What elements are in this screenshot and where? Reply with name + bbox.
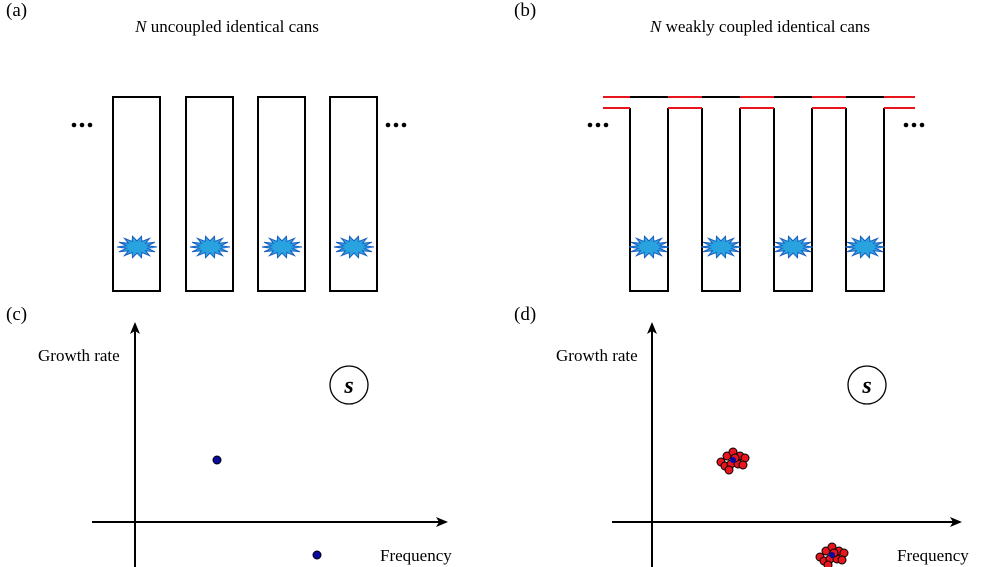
panel-label: (d) <box>514 304 536 325</box>
symbol-circle <box>847 365 887 405</box>
eigenvalue <box>724 465 734 475</box>
symbol-circle <box>329 365 369 405</box>
x-axis-label: Frequency <box>897 546 969 565</box>
panel-label: (c) <box>6 304 27 325</box>
panel-label: (a) <box>6 0 27 21</box>
title-var: N <box>649 17 663 36</box>
eigenvalue <box>730 457 736 463</box>
ellipsis-dot <box>911 122 917 128</box>
panel-label: (b) <box>514 0 536 21</box>
can <box>701 108 741 292</box>
ellipsis-dot <box>903 122 909 128</box>
eigenvalue <box>212 455 222 465</box>
ellipsis-dot <box>87 122 93 128</box>
symbol: s <box>343 373 353 399</box>
eigenvalue <box>829 552 835 558</box>
ellipsis-dot <box>603 122 609 128</box>
flame <box>333 235 375 259</box>
ellipsis-dot <box>595 122 601 128</box>
can <box>845 108 885 292</box>
title-text: weakly coupled identical cans <box>666 17 870 36</box>
flame <box>189 235 231 259</box>
can <box>257 96 306 292</box>
symbol: s <box>861 373 871 399</box>
ellipsis-dot <box>71 122 77 128</box>
title-text: uncoupled identical cans <box>151 17 319 36</box>
flame <box>700 235 742 259</box>
x-axis-label: Frequency <box>380 546 452 565</box>
flame <box>772 235 814 259</box>
title-var: N <box>134 17 148 36</box>
ellipsis-dot <box>587 122 593 128</box>
can <box>185 96 234 292</box>
can <box>773 108 813 292</box>
y-axis-label: Growth rate <box>38 346 120 365</box>
eigenvalue <box>312 550 322 560</box>
flame <box>261 235 303 259</box>
panel-title: N uncoupled identical cans <box>134 17 319 36</box>
ellipsis-dot <box>919 122 925 128</box>
eigenvalue <box>823 560 833 567</box>
can <box>329 96 378 292</box>
ellipsis-dot <box>401 122 407 128</box>
ellipsis-dot <box>393 122 399 128</box>
can <box>629 108 669 292</box>
ellipsis-dot <box>385 122 391 128</box>
y-axis-label: Growth rate <box>556 346 638 365</box>
eigenvalue <box>837 555 847 565</box>
flame <box>628 235 670 259</box>
flame <box>116 235 158 259</box>
panel-title: N weakly coupled identical cans <box>649 17 870 36</box>
can <box>112 96 161 292</box>
flame <box>844 235 886 259</box>
ellipsis-dot <box>79 122 85 128</box>
eigenvalue <box>738 460 748 470</box>
